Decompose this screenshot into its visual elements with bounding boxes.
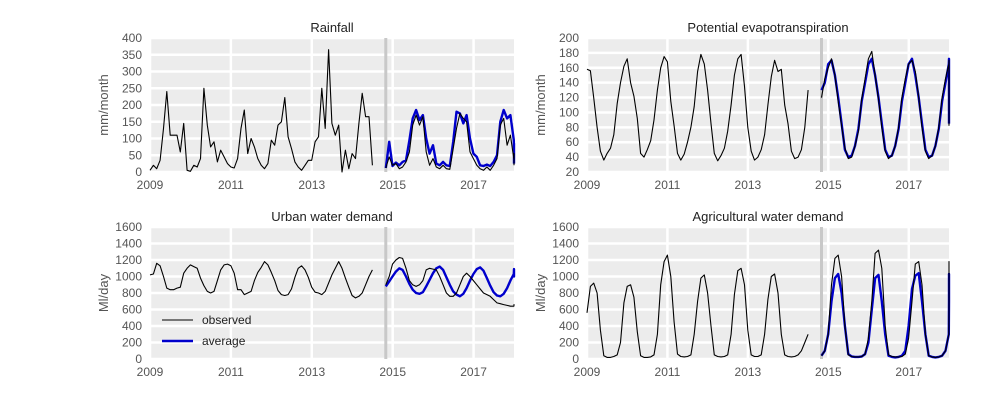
series-line-observed: [385, 112, 515, 171]
evapotranspiration-panel: Potential evapotranspiration 2009 2011 2013…: [533, 20, 951, 192]
x-tick-label: 2009: [574, 365, 601, 379]
series-line-observed: [586, 53, 809, 162]
y-tick-label: 200: [122, 336, 142, 350]
y-tick-label: 600: [559, 303, 579, 317]
chart-title: Agricultural water demand: [692, 209, 843, 224]
y-tick-label: 1400: [552, 237, 579, 251]
y-tick-label: 400: [122, 31, 142, 45]
series-line-average: [384, 108, 516, 169]
y-tick-label: 40: [566, 150, 580, 164]
x-tick-label: 2017: [460, 178, 487, 192]
x-tick-label: 2015: [815, 178, 842, 192]
x-tick-label: 2015: [379, 178, 406, 192]
x-tick-label: 2013: [735, 365, 762, 379]
y-tick-label: 1600: [552, 220, 579, 234]
y-tick-label: 100: [122, 132, 142, 146]
y-tick-label: 800: [122, 286, 142, 300]
chart-title: Rainfall: [310, 20, 353, 35]
y-axis-label: mm/month: [533, 74, 548, 135]
y-tick-label: 1000: [552, 270, 579, 284]
y-tick-label: 200: [559, 31, 579, 45]
y-tick-label: 600: [122, 303, 142, 317]
y-tick-label: 1600: [115, 220, 142, 234]
x-tick-label: 2017: [895, 365, 922, 379]
y-tick-label: 160: [559, 61, 579, 75]
x-tick-label: 2009: [137, 365, 164, 379]
y-tick-label: 100: [559, 105, 579, 119]
series-line-observed: [820, 50, 950, 160]
x-tick-label: 2017: [460, 365, 487, 379]
y-tick-label: 1200: [115, 253, 142, 267]
y-tick-label: 300: [122, 65, 142, 79]
y-axis-label: Ml/day: [533, 273, 548, 312]
x-tick-label: 2011: [218, 365, 244, 379]
y-tick-label: 350: [122, 48, 142, 62]
series-line-average: [384, 265, 516, 298]
y-tick-label: 1400: [115, 237, 142, 251]
x-tick-label: 2009: [137, 178, 164, 192]
x-tick-label: 2015: [379, 365, 406, 379]
y-tick-label: 20: [566, 165, 580, 179]
y-tick-label: 180: [559, 46, 579, 60]
y-tick-label: 80: [566, 120, 580, 134]
series-line-observed: [821, 249, 950, 358]
series-line-observed: [586, 254, 809, 358]
y-tick-label: 200: [122, 98, 142, 112]
chart-title: Urban water demand: [271, 209, 392, 224]
y-tick-label: 0: [135, 352, 142, 366]
y-tick-label: 1200: [552, 253, 579, 267]
y-tick-label: 60: [566, 135, 580, 149]
urban-demand-panel: Urban water demand 2009 2011 2013 2015 2017 0 2…: [96, 209, 516, 379]
y-tick-label: 0: [135, 165, 142, 179]
y-tick-label: 200: [559, 336, 579, 350]
series-line-observed: [385, 256, 515, 307]
y-tick-label: 150: [122, 115, 142, 129]
agricultural-demand-panel: Agricultural water demand 2009 2011 2013 201…: [533, 209, 951, 379]
x-tick-label: 2017: [895, 178, 922, 192]
series-line-observed: [149, 261, 373, 299]
y-axis-label: Ml/day: [96, 273, 111, 312]
x-tick-label: 2013: [298, 365, 325, 379]
x-tick-label: 2009: [574, 178, 601, 192]
y-axis-label: mm/month: [96, 74, 111, 135]
x-tick-label: 2013: [298, 178, 325, 192]
y-tick-label: 0: [572, 352, 579, 366]
y-tick-label: 400: [559, 319, 579, 333]
x-tick-label: 2015: [815, 365, 842, 379]
x-tick-label: 2013: [735, 178, 762, 192]
x-tick-label: 2011: [655, 178, 681, 192]
y-tick-label: 120: [559, 91, 579, 105]
legend-label-average: average: [202, 334, 246, 348]
x-tick-label: 2011: [655, 365, 681, 379]
legend-label-observed: observed: [202, 313, 251, 327]
rainfall-panel: Rainfall 2009 2011 2013 2015 2017 0 50 100 150 200…: [96, 20, 516, 192]
y-tick-label: 50: [129, 148, 143, 162]
y-tick-label: 800: [559, 286, 579, 300]
y-tick-label: 400: [122, 319, 142, 333]
y-tick-label: 1000: [115, 270, 142, 284]
y-tick-label: 250: [122, 81, 142, 95]
y-tick-label: 140: [559, 76, 579, 90]
series-line-observed: [149, 49, 373, 173]
x-tick-label: 2011: [218, 178, 244, 192]
chart-title: Potential evapotranspiration: [687, 20, 848, 35]
legend: observed average: [162, 313, 251, 348]
